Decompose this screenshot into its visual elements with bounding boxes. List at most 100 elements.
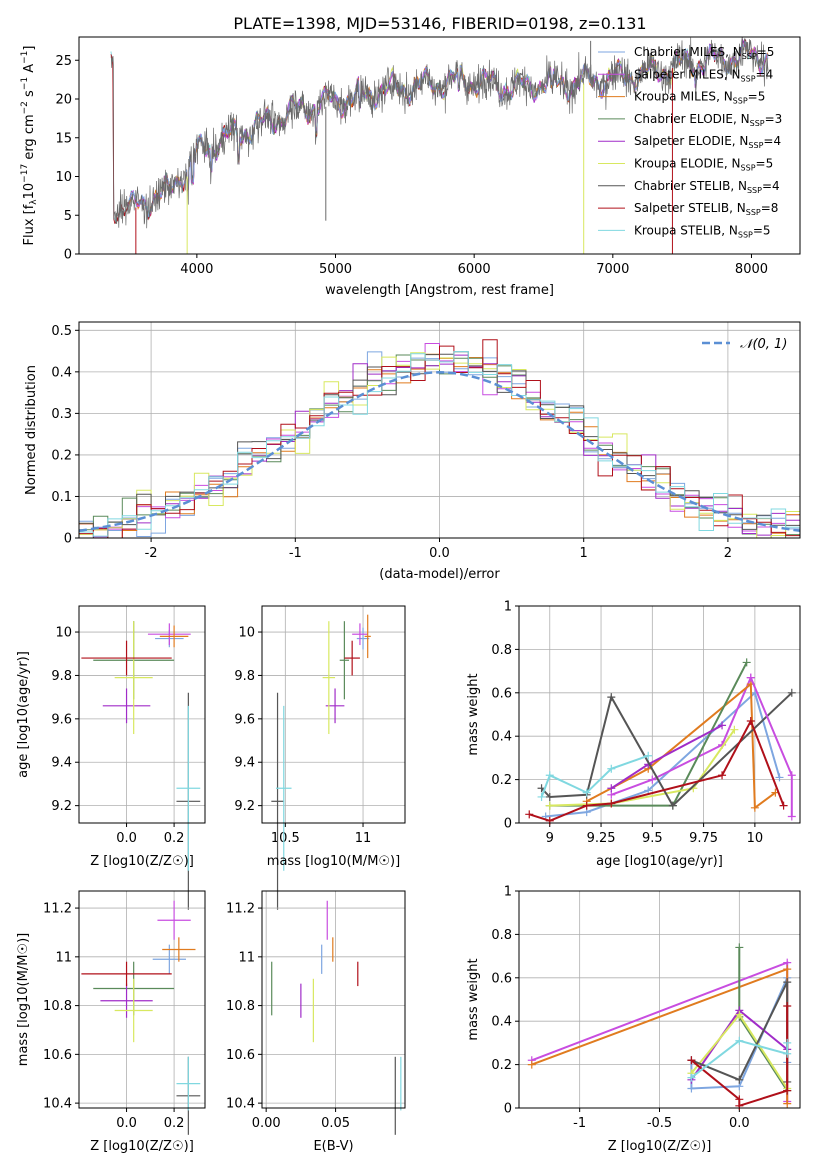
y-tick-label: 0.8 [491, 643, 512, 658]
legend-nssp-value: 4 [772, 179, 780, 193]
weight-point-marker [545, 771, 554, 780]
weight-point-marker [607, 799, 616, 808]
weight-point-marker [783, 1086, 792, 1095]
x-axis-label: wavelength [Angstrom, rest frame] [325, 283, 554, 298]
panel-age_vs_mass: 10.5 11 9.2 9.4 9.6 9.8 10 mass [log10(M/M☉)] [234, 605, 406, 910]
x-tick-label: 9.75 [689, 831, 718, 846]
y-tick-label: 11 [55, 950, 72, 965]
x-tick-label: 8000 [735, 262, 768, 277]
weight-point-marker [750, 803, 759, 812]
figure-title: PLATE=1398, MJD=53146, FIBERID=0198, z=0… [233, 14, 646, 33]
errorbar-point [114, 978, 153, 1043]
x-axis-label: Z [log10(Z/Z☉)] [90, 854, 194, 869]
x-tick-label: -1 [573, 1116, 586, 1131]
legend-series-name: Chabrier MILES [634, 45, 725, 59]
weight-point-marker [779, 801, 788, 810]
legend-label: Kroupa MILES, NSSP=5 [634, 90, 765, 106]
x-axis-label: mass [log10(M/M☉)] [267, 854, 400, 869]
y-tick-label: 0 [504, 817, 512, 832]
weight-point-marker [783, 965, 792, 974]
x-tick-label: 0.00 [252, 1116, 281, 1131]
errorbar-point [157, 900, 191, 940]
x-tick-label: 6000 [458, 262, 491, 277]
y-tick-label: 9.2 [234, 799, 255, 814]
y-tick-label: 9.2 [51, 799, 72, 814]
weight-series-line [549, 661, 748, 807]
axes-frame [261, 890, 406, 1109]
x-tick-label: -1 [289, 546, 302, 561]
weight-point-marker [730, 725, 739, 734]
y-tick-label: 0.8 [491, 928, 512, 943]
y-tick-label: 10.8 [43, 999, 72, 1014]
weight-point-marker [742, 658, 751, 667]
legend-label: Salpeter STELIB, NSSP=8 [634, 201, 778, 217]
x-tick-label: 4000 [180, 262, 213, 277]
weight-point-marker [687, 1084, 696, 1093]
legend-series-name: Kroupa MILES [634, 90, 716, 104]
y-tick-label: 10 [55, 170, 72, 185]
y-tick-label: 1 [504, 885, 512, 900]
legend-series-name: Salpeter STELIB [634, 201, 729, 215]
y-tick-label: 11 [238, 950, 255, 965]
residual-histogram [79, 354, 800, 538]
legend-nssp-value: 5 [767, 45, 775, 59]
weight-point-marker [735, 1036, 744, 1045]
spectrum-lines [110, 37, 769, 254]
weight-point-marker [746, 673, 755, 682]
legend-nssp-value: 5 [763, 223, 771, 237]
x-tick-label: 0.2 [164, 831, 185, 846]
x-tick-label: 9.25 [587, 831, 616, 846]
y-tick-label: 10 [55, 626, 72, 641]
y-tick-label: 9.4 [234, 756, 255, 771]
weight-point-marker [775, 773, 784, 782]
weight-point-marker [648, 775, 657, 784]
legend-nssp-value: 5 [758, 90, 766, 104]
legend-label: Chabrier ELODIE, NSSP=3 [634, 112, 782, 128]
weight-point-marker [687, 1073, 696, 1082]
x-axis-label: E(B-V) [313, 1139, 353, 1154]
legend-nssp-value: 4 [773, 134, 781, 148]
weight-point-marker [582, 788, 591, 797]
weight-point-marker [746, 717, 755, 726]
weight-point-marker [735, 1101, 744, 1110]
axes-frame [78, 321, 801, 539]
panel-mass_vs_Z: 0.0 0.2 10.4 10.6 10.8 11 11.2 Z [log10(Z/Z☉)] m… [16, 890, 206, 1154]
x-tick-label: -0.5 [647, 1116, 672, 1131]
legend-series-name: Chabrier STELIB [634, 179, 730, 193]
axes-frame [78, 605, 206, 824]
y-tick-label: 0.6 [491, 686, 512, 701]
errorbar-point [275, 705, 292, 871]
x-tick-label: 1 [580, 546, 588, 561]
y-axis-label: mass [log10(M/M☉)] [16, 933, 31, 1066]
legend-label: Salpeter ELODIE, NSSP=4 [634, 134, 781, 150]
y-tick-label: 10.8 [226, 999, 255, 1014]
weight-point-marker [783, 1049, 792, 1058]
errorbar-point [81, 640, 172, 676]
weight-point-marker [735, 1010, 744, 1019]
weight-series-line [540, 692, 793, 808]
weight-point-marker [607, 693, 616, 702]
errorbar-point [352, 623, 368, 646]
panel-mass_vs_EBV: 0.00 0.05 10.4 10.6 10.8 11 11.2 E(B-V) [226, 890, 406, 1154]
y-tick-label: 10.6 [226, 1048, 255, 1063]
y-tick-label: 10 [238, 626, 255, 641]
residual-histogram [79, 351, 800, 538]
legend-label: 𝒩(0, 1) [740, 337, 787, 352]
axes-frame [78, 36, 801, 255]
y-axis-label: age [log10(age/yr)] [16, 651, 31, 778]
y-tick-label: 10.6 [43, 1048, 72, 1063]
weight-point-marker [787, 688, 796, 697]
x-tick-label: 9 [546, 831, 554, 846]
weight-point-marker [545, 792, 554, 801]
y-tick-label: 0.5 [51, 324, 72, 339]
weight-point-marker [687, 1056, 696, 1065]
x-tick-label: 0.0 [429, 546, 450, 561]
weight-series-line [610, 677, 752, 796]
y-tick-label: 20 [55, 93, 72, 108]
residual-histograms [79, 339, 800, 538]
y-tick-label: 0.2 [491, 773, 512, 788]
y-tick-label: 25 [55, 54, 72, 69]
spectrum-data-line [110, 37, 769, 229]
x-axis-label: Z [log10(Z/Z☉)] [608, 1139, 712, 1154]
